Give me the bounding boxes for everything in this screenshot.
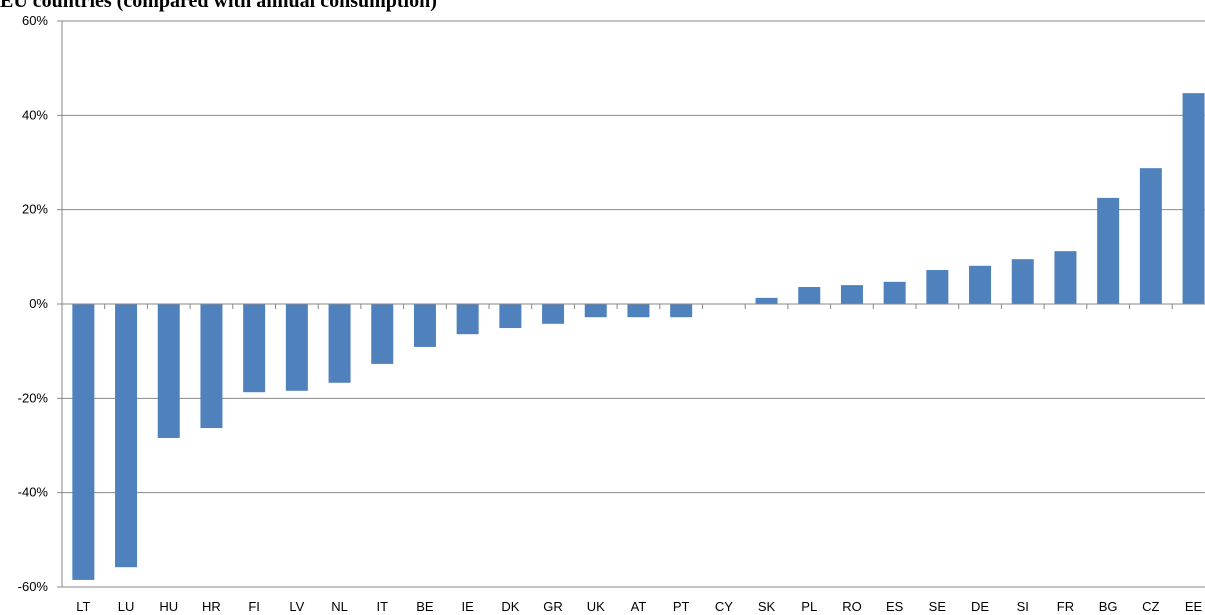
x-tick-label: CY bbox=[715, 599, 733, 614]
x-tick-label: BE bbox=[416, 599, 434, 614]
bar bbox=[1011, 259, 1034, 304]
x-tick-label: ES bbox=[886, 599, 904, 614]
bar bbox=[285, 304, 308, 391]
bar bbox=[840, 285, 863, 304]
x-tick-label: IT bbox=[376, 599, 388, 614]
bar bbox=[413, 304, 436, 347]
y-tick-label: -60% bbox=[18, 579, 49, 594]
bar bbox=[926, 270, 949, 304]
y-tick-label: 0% bbox=[29, 296, 48, 311]
bar bbox=[755, 297, 778, 304]
bar bbox=[883, 281, 906, 304]
bar bbox=[1182, 93, 1205, 304]
bar bbox=[328, 304, 351, 383]
bar bbox=[456, 304, 479, 335]
x-tick-label: SI bbox=[1017, 599, 1029, 614]
bar bbox=[243, 304, 266, 393]
x-tick-label: EE bbox=[1185, 599, 1203, 614]
bar bbox=[115, 304, 138, 568]
y-tick-label: -20% bbox=[18, 390, 49, 405]
x-tick-label: UK bbox=[587, 599, 605, 614]
x-tick-label: LT bbox=[76, 599, 90, 614]
x-tick-label: HU bbox=[159, 599, 178, 614]
x-tick-label: BG bbox=[1099, 599, 1118, 614]
y-tick-label: 60% bbox=[22, 13, 48, 28]
y-tick-label: 40% bbox=[22, 107, 48, 122]
chart-title: EU countries (compared with annual consu… bbox=[0, 0, 437, 12]
x-tick-label: FI bbox=[248, 599, 260, 614]
bar bbox=[969, 265, 992, 304]
bar bbox=[584, 304, 607, 318]
x-tick-label: DK bbox=[501, 599, 519, 614]
bar bbox=[1054, 251, 1077, 304]
bar bbox=[157, 304, 180, 438]
bar bbox=[627, 304, 650, 318]
bar bbox=[200, 304, 223, 429]
x-tick-label: DE bbox=[971, 599, 989, 614]
x-tick-label: CZ bbox=[1142, 599, 1159, 614]
x-tick-label: IE bbox=[462, 599, 475, 614]
x-tick-label: GR bbox=[543, 599, 563, 614]
x-tick-label: PT bbox=[673, 599, 690, 614]
x-tick-label: NL bbox=[331, 599, 348, 614]
bar bbox=[72, 304, 95, 580]
bar bbox=[542, 304, 565, 324]
x-tick-label: HR bbox=[202, 599, 221, 614]
x-tick-label: LV bbox=[289, 599, 304, 614]
y-tick-label: 20% bbox=[22, 202, 48, 217]
bar bbox=[798, 287, 821, 304]
bar bbox=[1139, 168, 1162, 304]
y-tick-label: -40% bbox=[18, 485, 49, 500]
x-tick-label: AT bbox=[631, 599, 647, 614]
x-tick-label: SE bbox=[929, 599, 947, 614]
bar bbox=[1097, 197, 1120, 304]
x-tick-label: SK bbox=[758, 599, 776, 614]
x-tick-label: RO bbox=[842, 599, 862, 614]
x-tick-label: FR bbox=[1057, 599, 1074, 614]
x-tick-label: LU bbox=[118, 599, 135, 614]
bar bbox=[371, 304, 394, 364]
x-tick-label: PL bbox=[801, 599, 817, 614]
bar bbox=[499, 304, 522, 329]
bar bbox=[670, 304, 693, 318]
